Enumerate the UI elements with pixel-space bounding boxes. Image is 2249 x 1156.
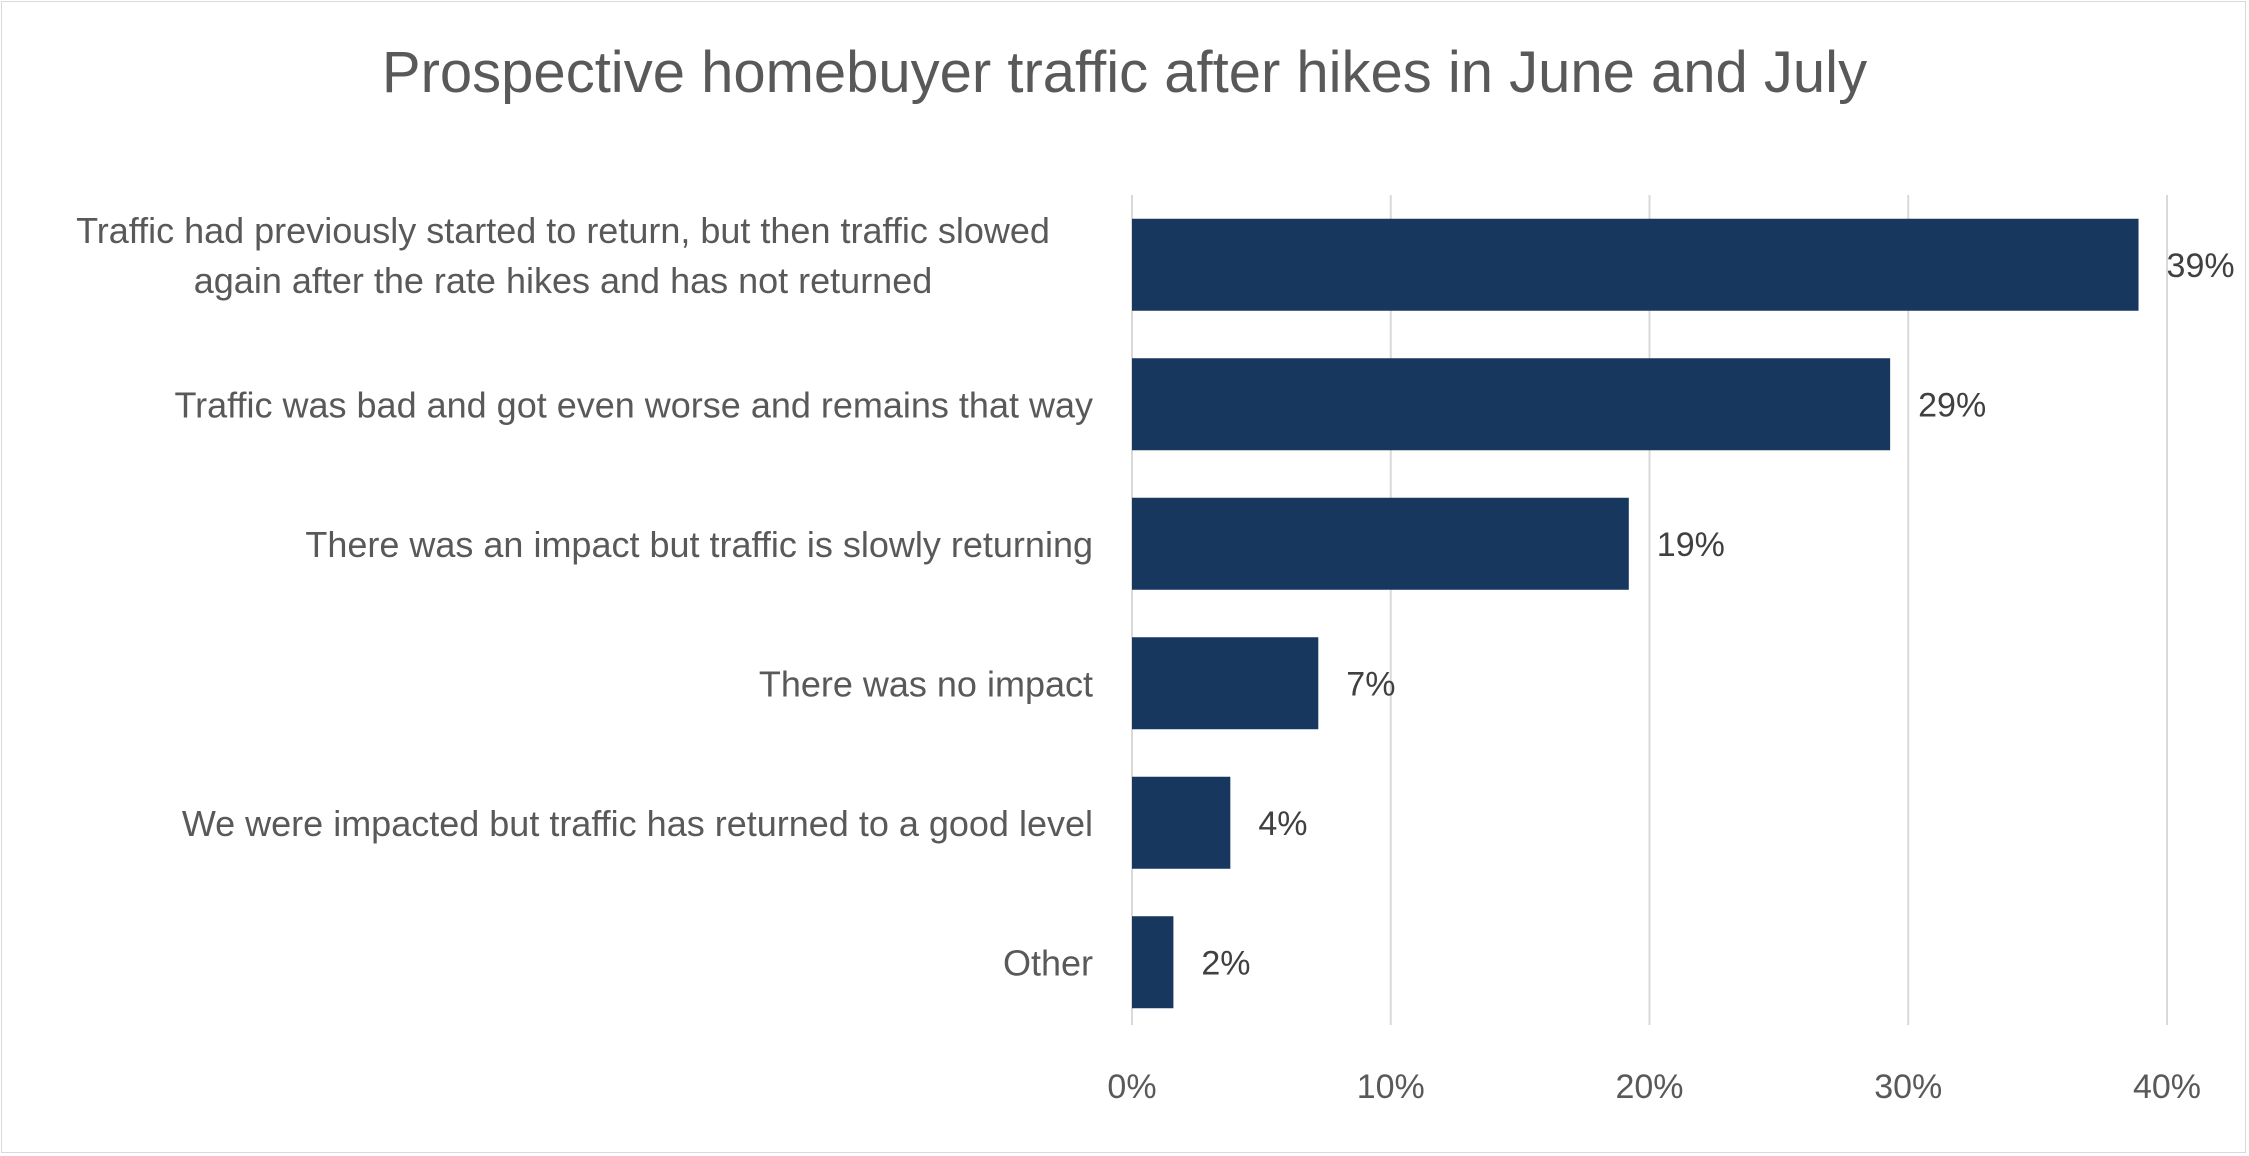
data-label: 7% [1346,665,1395,703]
bar [1132,776,1231,869]
bar [1132,358,1891,451]
bars [1132,218,2139,1009]
data-labels: 39% 29% 19% 7% 4% 2% [1201,247,2234,983]
x-tick-label: 20% [1615,1068,1683,1106]
x-tick-labels: 0% 10% 20% 30% 40% [1107,1068,2201,1106]
category-label: again after the rate hikes and has not r… [194,260,933,301]
category-label: Traffic was bad and got even worse and r… [175,384,1094,425]
x-tick-label: 30% [1874,1068,1942,1106]
chart-title: Prospective homebuyer traffic after hike… [381,40,1868,105]
bar [1132,637,1319,730]
category-label: There was an impact but traffic is slowl… [305,524,1093,565]
data-label: 29% [1918,386,1986,424]
category-label: There was no impact [759,663,1093,704]
bar [1132,916,1174,1009]
gridlines [1131,195,2168,1025]
x-tick-label: 0% [1107,1068,1156,1106]
data-label: 2% [1201,944,1250,982]
category-label: We were impacted but traffic has returne… [182,803,1093,844]
x-tick-label: 40% [2133,1068,2201,1106]
bar [1132,497,1629,590]
data-label: 4% [1258,805,1307,843]
category-label: Other [1003,942,1093,983]
category-labels: Traffic had previously started to return… [76,210,1093,984]
bar [1132,218,2139,311]
data-label: 19% [1657,526,1725,564]
data-label: 39% [2167,247,2235,285]
x-tick-label: 10% [1357,1068,1425,1106]
category-label: Traffic had previously started to return… [76,210,1050,251]
